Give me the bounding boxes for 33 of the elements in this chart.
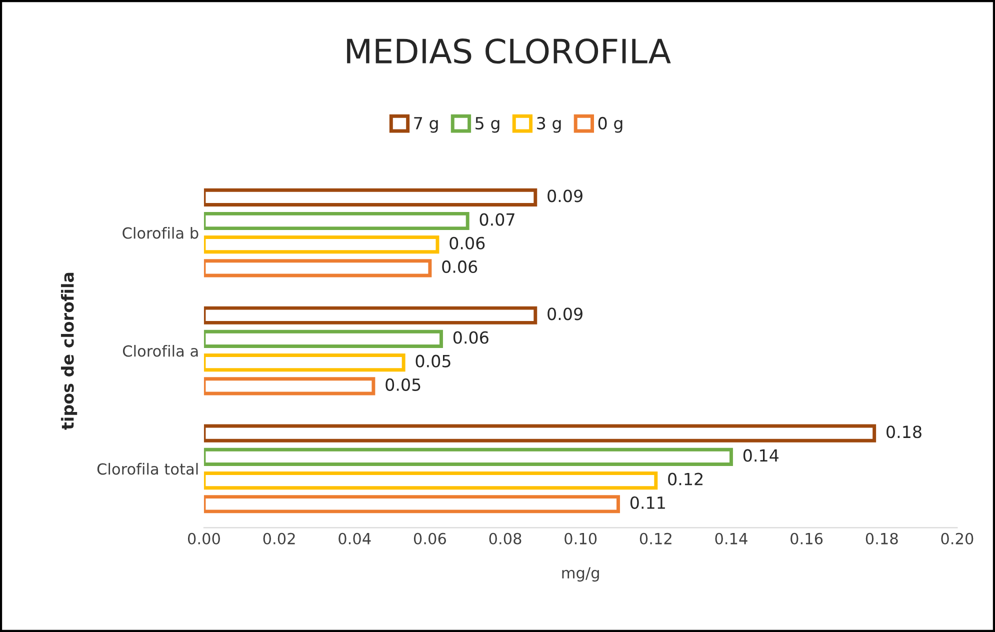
data-label: 0.06 [450, 236, 485, 250]
y-tick-label: Clorofila b [122, 226, 198, 239]
data-label: 0.14 [743, 449, 779, 462]
data-label: 0.09 [548, 308, 582, 320]
x-tick-label: 0.16 [790, 532, 823, 544]
data-label: 0.05 [416, 354, 450, 368]
y-axis-title: tipos de clorofila [60, 272, 78, 430]
x-tick-label: 0.18 [866, 532, 898, 544]
x-tick-label: 0.20 [941, 532, 974, 544]
legend-label: 5 g [476, 117, 500, 133]
x-tick-label: 0.10 [564, 532, 597, 544]
chart-title: MEDIAS CLOROFILA [347, 38, 671, 64]
data-label: 0.07 [480, 213, 514, 226]
legend-label: 3 g [537, 116, 561, 133]
legend-label: 0 g [598, 116, 622, 133]
y-tick-label: Clorofila a [122, 344, 198, 357]
x-tick-label: 0.02 [263, 532, 295, 544]
y-tick-label: Clorofila total [97, 462, 198, 475]
x-tick-label: 0.08 [489, 532, 522, 544]
x-tick-label: 0.04 [338, 532, 371, 544]
x-tick-label: 0.00 [188, 532, 220, 544]
data-label: 0.09 [548, 190, 582, 202]
data-label: 0.11 [630, 496, 665, 509]
x-tick-label: 0.14 [715, 532, 748, 544]
data-label: 0.05 [386, 378, 420, 391]
data-label: 0.12 [668, 472, 702, 486]
x-tick-label: 0.06 [414, 532, 446, 544]
x-tick-label: 0.12 [640, 532, 672, 544]
data-label: 0.06 [453, 331, 488, 344]
legend-label: 7 g [414, 117, 438, 133]
data-label: 0.18 [886, 426, 922, 438]
data-label: 0.06 [442, 260, 478, 274]
x-axis-title: mg/g [562, 567, 599, 582]
